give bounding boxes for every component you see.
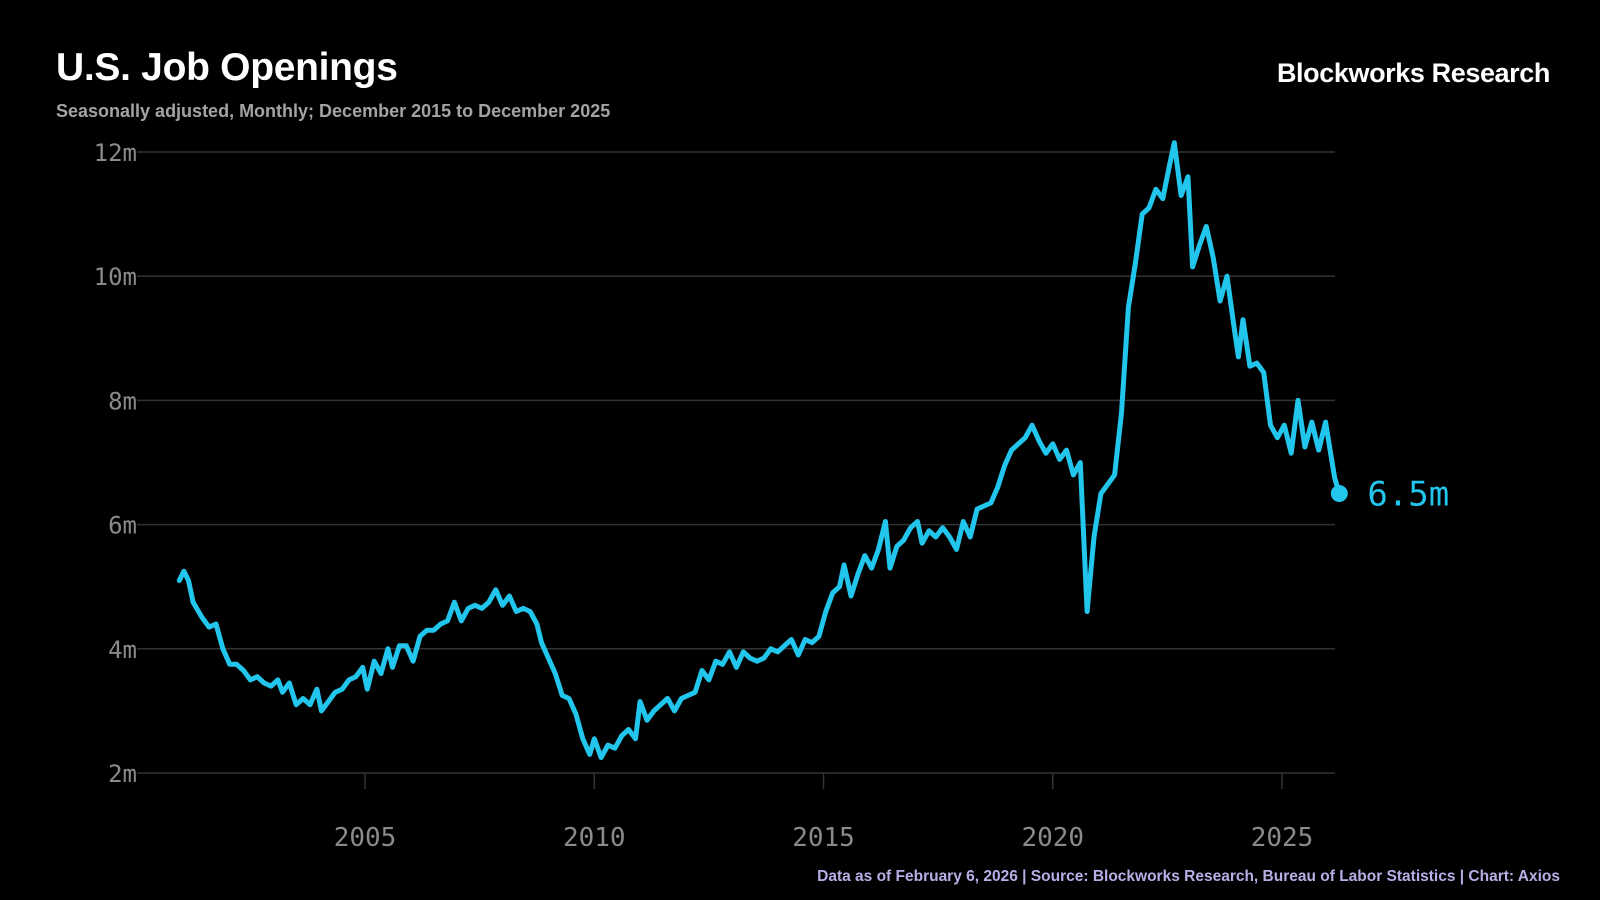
x-tick-label: 2025 [1251,823,1314,853]
x-axis-ticks: 2005 2010 2015 2020 2025 [334,773,1314,853]
y-axis-ticks: 2m 4m 6m 8m 10m 12m [94,139,137,788]
x-tick-label: 2010 [563,823,626,853]
y-tick-label: 8m [108,387,137,415]
gridlines [137,151,1335,774]
y-tick-label: 2m [108,760,137,788]
end-point-marker [1330,485,1348,503]
end-value-label: 6.5m [1367,475,1449,515]
x-tick-label: 2005 [334,823,397,853]
brand-logo-text: Blockworks Research [1276,58,1550,88]
chart-title: U.S. Job Openings [56,46,398,89]
y-tick-label: 6m [108,512,137,540]
series-line-0 [176,140,1342,760]
chart-subtitle: Seasonally adjusted, Monthly; December 2… [56,101,611,121]
y-tick-label: 4m [108,636,137,664]
x-tick-label: 2015 [792,823,855,853]
end-marker-layer: 6.5m [1330,475,1449,515]
series-layer [176,140,1342,760]
source-footnote: Data as of February 6, 2026 | Source: Bl… [817,868,1560,885]
y-tick-label: 12m [94,139,137,167]
x-tick-label: 2020 [1021,823,1084,853]
y-tick-label: 10m [94,263,137,291]
